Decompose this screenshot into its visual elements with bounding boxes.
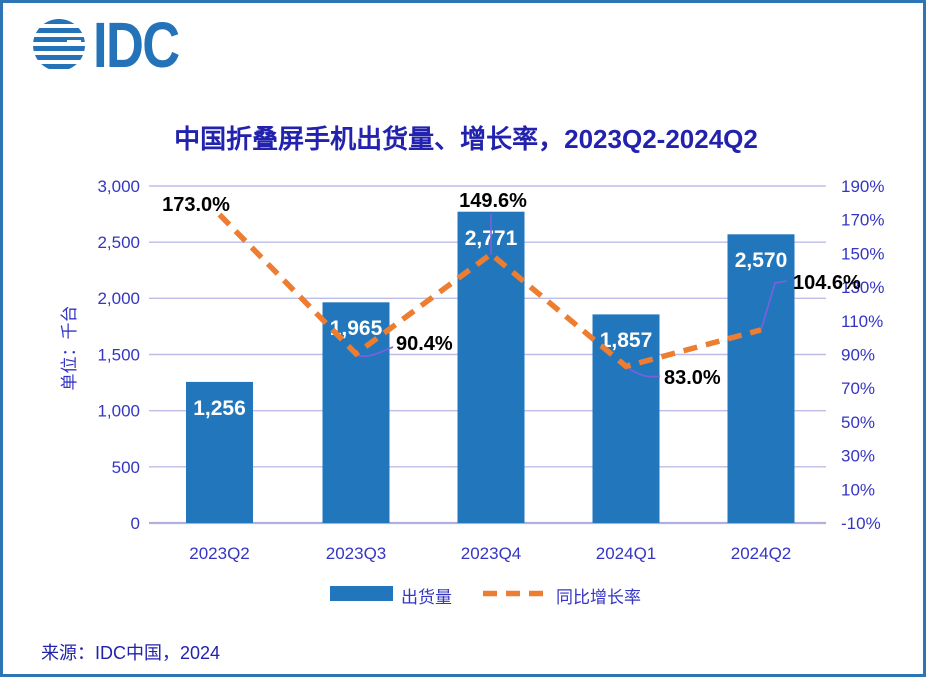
right-tick-70: 70% (841, 379, 875, 398)
chart-title: 中国折叠屏手机出货量、增长率，2023Q2-2024Q2 (174, 124, 758, 154)
left-tick-2000: 2,000 (97, 289, 140, 308)
idc-logo-text: IDC (93, 9, 180, 81)
right-tick-130: 130% (841, 278, 884, 297)
right-tick-110: 110% (841, 312, 883, 331)
left-tick-500: 500 (112, 458, 140, 477)
right-tick-neg10: -10% (841, 514, 881, 533)
pct-label-2023q4: 149.6% (459, 190, 527, 212)
right-tick-30: 30% (841, 447, 875, 466)
left-tick-3000: 3,000 (97, 177, 140, 196)
right-tick-10: 10% (841, 480, 875, 499)
left-tick-1000: 1,000 (97, 402, 140, 421)
pct-label-2023q3: 90.4% (396, 333, 453, 355)
pct-label-2024q2: 104.6% (793, 272, 861, 294)
x-label-2024q1: 2024Q1 (596, 544, 657, 563)
left-tick-2500: 2,500 (97, 233, 140, 252)
bar-2023q2 (186, 381, 253, 523)
right-tick-90: 90% (841, 346, 875, 365)
x-label-2024q2: 2024Q2 (731, 544, 792, 563)
bar-2024q2 (727, 234, 795, 524)
bar-2023q3 (322, 302, 390, 523)
right-tick-170: 170% (841, 211, 884, 230)
idc-globe-icon (33, 19, 85, 71)
right-tick-150: 150% (841, 244, 884, 263)
legend-bar-label: 出货量 (401, 588, 452, 607)
legend: 出货量 同比增长率 (330, 586, 641, 607)
x-label-2023q2: 2023Q2 (189, 544, 250, 563)
bar-label-2024q1: 1,857 (600, 329, 653, 352)
right-tick-190: 190% (841, 177, 884, 196)
bar-label-2023q2: 1,256 (193, 397, 246, 420)
chart-canvas: 3,000 2,500 2,000 1,500 1,000 500 0 190%… (60, 177, 884, 607)
pct-label-2023q2: 173.0% (162, 194, 230, 216)
growth-rate-line (217, 212, 762, 370)
left-tick-0: 0 (131, 514, 140, 533)
bar-2023q4 (457, 211, 525, 523)
left-tick-1500: 1,500 (97, 346, 140, 365)
legend-line-label: 同比增长率 (556, 588, 641, 607)
legend-bar-swatch (330, 586, 393, 601)
x-label-2023q4: 2023Q4 (461, 544, 522, 563)
source-note: 来源：IDC中国，2024 (41, 643, 221, 663)
x-label-2023q3: 2023Q3 (326, 544, 387, 563)
label-leader-lines (356, 214, 788, 378)
pct-label-2024q1: 83.0% (664, 367, 721, 389)
idc-logo: IDC (33, 9, 197, 81)
left-axis-title: 单位：千台 (60, 306, 79, 391)
bar-label-2024q2: 2,570 (735, 249, 788, 272)
bar-label-2023q3: 1,965 (330, 317, 383, 340)
right-tick-50: 50% (841, 413, 875, 432)
